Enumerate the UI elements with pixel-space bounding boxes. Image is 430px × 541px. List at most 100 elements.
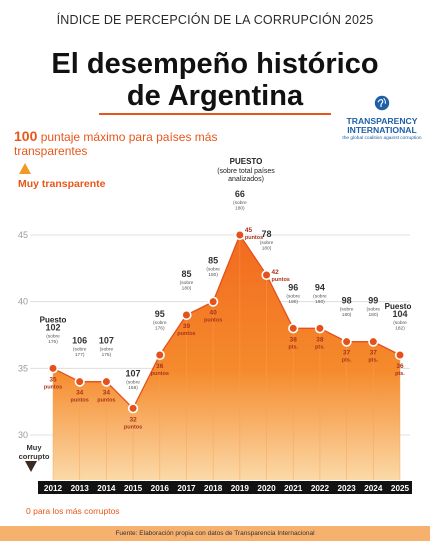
- max-score-number: 100: [14, 128, 38, 144]
- rank-total-line2: 180): [208, 272, 218, 278]
- year-label: 2015: [124, 484, 143, 493]
- rank-total-line1: (sobre: [313, 293, 327, 299]
- y-tick-label: 45: [18, 230, 28, 240]
- down-triangle-icon: [25, 461, 37, 472]
- year-label: 2014: [97, 484, 116, 493]
- data-point: [261, 269, 272, 281]
- y-tick-label: 40: [18, 297, 28, 307]
- rank-total-line2: 176): [48, 339, 58, 345]
- rank-value: 66: [235, 189, 245, 199]
- transparency-international-logo: TRANSPARENCY INTERNATIONAL the global co…: [342, 95, 422, 141]
- year-label: 2025: [391, 484, 410, 493]
- year-label: 2018: [204, 484, 223, 493]
- year-label: 2021: [284, 484, 303, 493]
- score-number: 34: [103, 390, 111, 397]
- min-score-note: 0 para los más corruptos: [26, 506, 120, 516]
- year-label: 2020: [257, 484, 276, 493]
- rank-total-line1: (sobre: [126, 379, 140, 385]
- score-unit: puntos: [71, 398, 89, 404]
- rank-value: 102: [45, 322, 60, 332]
- data-point: [154, 349, 165, 361]
- rank-total-line2: 180): [315, 299, 325, 305]
- score-number: 32: [129, 416, 137, 423]
- y-tick-label: 30: [18, 430, 28, 440]
- rank-value: 98: [342, 296, 352, 306]
- score-unit: puntos: [177, 331, 195, 337]
- data-point: [394, 349, 406, 361]
- max-score-text: puntaje máximo para países más transpare…: [14, 130, 218, 158]
- rank-total-line1: (sobre: [206, 267, 220, 273]
- logo-name-line-2: INTERNATIONAL: [347, 125, 417, 135]
- chart-kicker: ÍNDICE DE PERCEPCIÓN DE LA CORRUPCIÓN 20…: [56, 13, 374, 27]
- rank-total-line1: (sobre: [367, 307, 381, 313]
- score-unit: pts.: [288, 344, 298, 350]
- score-number: 38: [316, 336, 324, 343]
- data-point: [288, 323, 299, 334]
- score-unit: pts.: [395, 371, 405, 377]
- score-number: 38: [290, 336, 298, 343]
- score-number: 45: [245, 227, 253, 234]
- title-line-2: de Argentina: [126, 80, 304, 112]
- data-point: [101, 376, 112, 387]
- rank-prefix: Puesto: [40, 315, 67, 324]
- logo-name-line-1: TRANSPARENCY: [346, 116, 418, 126]
- rank-value: 99: [368, 296, 378, 306]
- score-unit: pts.: [368, 358, 378, 364]
- corrupto-label: corrupto: [19, 452, 50, 461]
- rank-total-line1: (sobre: [46, 333, 60, 339]
- rank-total-line2: 180): [342, 312, 352, 318]
- rank-total-line2: 180): [369, 312, 379, 318]
- data-point: [341, 336, 352, 347]
- year-label: 2019: [231, 484, 250, 493]
- muy-transparente-label: Muy transparente: [18, 178, 106, 190]
- rank-total-line2: 175): [102, 352, 112, 358]
- data-point: [181, 309, 192, 321]
- rank-value: 107: [99, 336, 114, 346]
- rank-value: 107: [126, 368, 141, 378]
- globe-icon: [374, 95, 390, 111]
- max-score-note: 100 puntaje máximo para países más trans…: [14, 129, 224, 158]
- score-number: 34: [76, 390, 84, 397]
- year-label: 2022: [311, 484, 330, 493]
- score-unit: puntos: [44, 384, 62, 390]
- year-label: 2012: [44, 484, 63, 493]
- rank-value: 106: [72, 336, 87, 346]
- title-underline: [99, 113, 331, 115]
- muy-label: Muy: [27, 443, 43, 452]
- rank-value: 78: [262, 229, 272, 239]
- data-point: [314, 323, 326, 334]
- puesto-header: PUESTO (sobre total países analizados): [206, 157, 286, 185]
- data-point: [208, 296, 219, 307]
- score-number: 39: [183, 323, 191, 330]
- year-label: 2024: [364, 484, 383, 493]
- data-point: [368, 336, 379, 347]
- rank-total-line1: (sobre: [340, 307, 354, 313]
- series-area: [53, 235, 400, 480]
- rank-total-line1: (sobre: [233, 200, 247, 206]
- rank-prefix: Puesto: [385, 302, 412, 311]
- data-point: [47, 363, 59, 374]
- score-number: 42: [272, 269, 280, 276]
- rank-total-line1: (sobre: [180, 280, 194, 286]
- rank-total-line2: 180): [262, 246, 272, 252]
